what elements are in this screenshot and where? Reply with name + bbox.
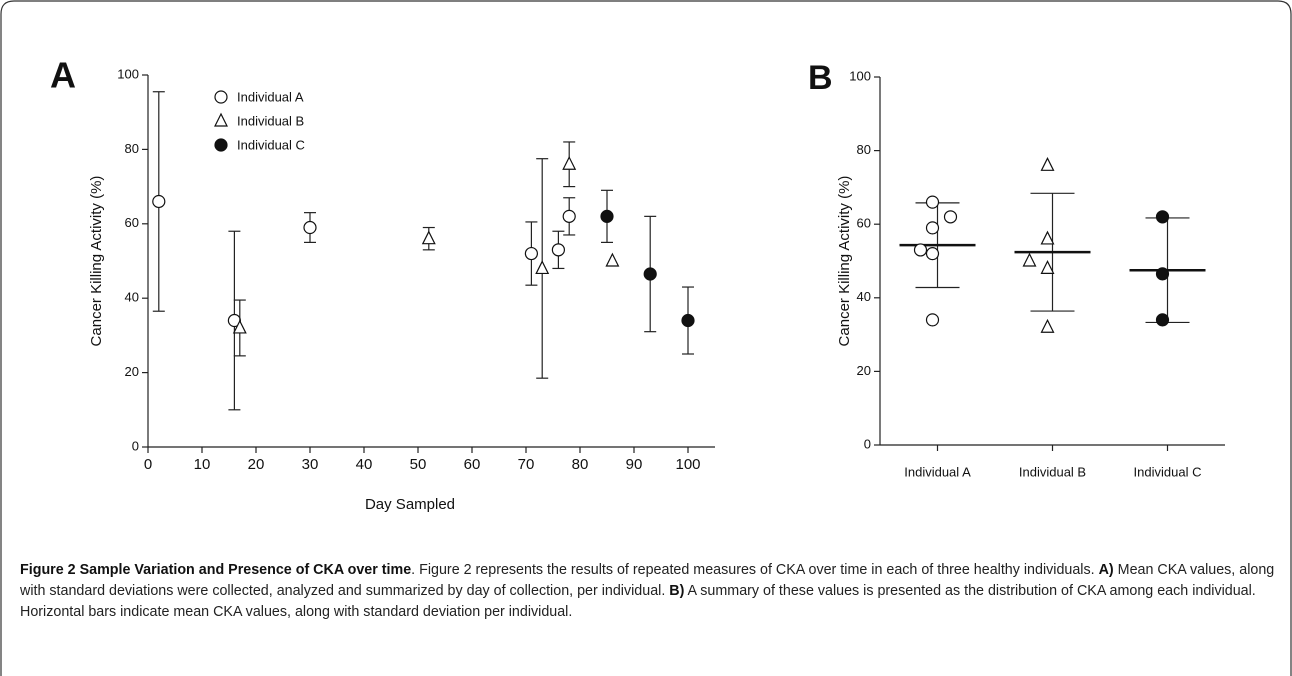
x-tick-label: 50: [410, 456, 427, 473]
x-tick-label: Individual C: [1134, 464, 1202, 479]
y-tick-label: 40: [125, 290, 139, 305]
caption-text: Figure 2 Sample Variation and Presence o…: [20, 562, 412, 578]
legend-marker: [214, 138, 228, 152]
legend-label: Individual B: [237, 113, 304, 128]
caption: Figure 2 Sample Variation and Presence o…: [20, 560, 1275, 623]
y-axis-label: Cancer Killing Activity (%): [88, 176, 105, 347]
marker: [1040, 230, 1055, 245]
y-tick-label: 100: [117, 66, 139, 81]
marker: [600, 209, 614, 223]
x-tick-label: 90: [626, 456, 643, 473]
marker: [1040, 156, 1055, 171]
marker: [152, 194, 166, 209]
x-tick-label: 20: [248, 456, 265, 473]
y-tick-label: 60: [857, 216, 871, 231]
y-tick-label: 80: [125, 141, 139, 156]
panel-label: A: [50, 55, 76, 96]
x-tick-label: 30: [302, 456, 319, 473]
y-tick-label: 20: [125, 364, 139, 379]
marker: [535, 260, 550, 275]
x-tick-label: 10: [194, 456, 211, 473]
marker: [925, 195, 940, 209]
legend-marker: [214, 112, 228, 127]
marker: [1155, 267, 1170, 281]
y-axis-label: Cancer Killing Activity (%): [836, 176, 853, 347]
marker: [1022, 252, 1037, 267]
caption-text: Mean CKA values, along with standard dev…: [20, 562, 1275, 599]
x-tick-label: Individual B: [1019, 464, 1086, 479]
y-tick-label: 40: [857, 289, 871, 304]
y-tick-label: 20: [857, 363, 871, 378]
y-tick-label: 80: [857, 142, 871, 157]
x-tick-label: 60: [464, 456, 481, 473]
x-tick-label: Individual A: [904, 464, 971, 479]
marker: [1155, 210, 1170, 224]
marker: [524, 246, 539, 261]
caption-text: A summary of these values is presented a…: [20, 583, 1256, 620]
y-tick-label: 100: [849, 68, 871, 83]
x-tick-label: 70: [518, 456, 535, 473]
y-tick-label: 0: [864, 436, 871, 451]
marker: [1155, 313, 1170, 327]
panel-label: B: [808, 59, 833, 97]
caption-text: A): [1098, 562, 1114, 578]
legend-label: Individual C: [237, 137, 305, 152]
marker: [1040, 260, 1055, 274]
marker: [605, 252, 620, 267]
y-tick-label: 60: [125, 215, 139, 230]
marker: [681, 313, 695, 328]
x-axis-label: Day Sampled: [365, 496, 455, 513]
marker: [1040, 318, 1055, 333]
caption-text: . Figure 2 represents the results of rep…: [411, 562, 1099, 578]
marker: [925, 221, 940, 235]
marker: [925, 313, 940, 327]
marker: [643, 267, 657, 281]
caption-text: B): [669, 583, 685, 599]
marker: [913, 243, 928, 257]
marker: [421, 230, 436, 245]
marker: [943, 210, 958, 224]
legend-marker: [214, 90, 228, 104]
x-tick-label: 0: [144, 456, 152, 473]
marker: [303, 220, 317, 235]
marker: [551, 243, 566, 257]
x-tick-label: 40: [356, 456, 373, 473]
marker: [562, 209, 576, 223]
marker: [232, 319, 247, 334]
y-tick-label: 0: [132, 438, 139, 453]
marker: [925, 247, 940, 261]
x-tick-label: 80: [572, 456, 589, 473]
legend-label: Individual A: [237, 89, 304, 104]
marker: [562, 155, 577, 170]
x-tick-label: 100: [675, 456, 700, 473]
